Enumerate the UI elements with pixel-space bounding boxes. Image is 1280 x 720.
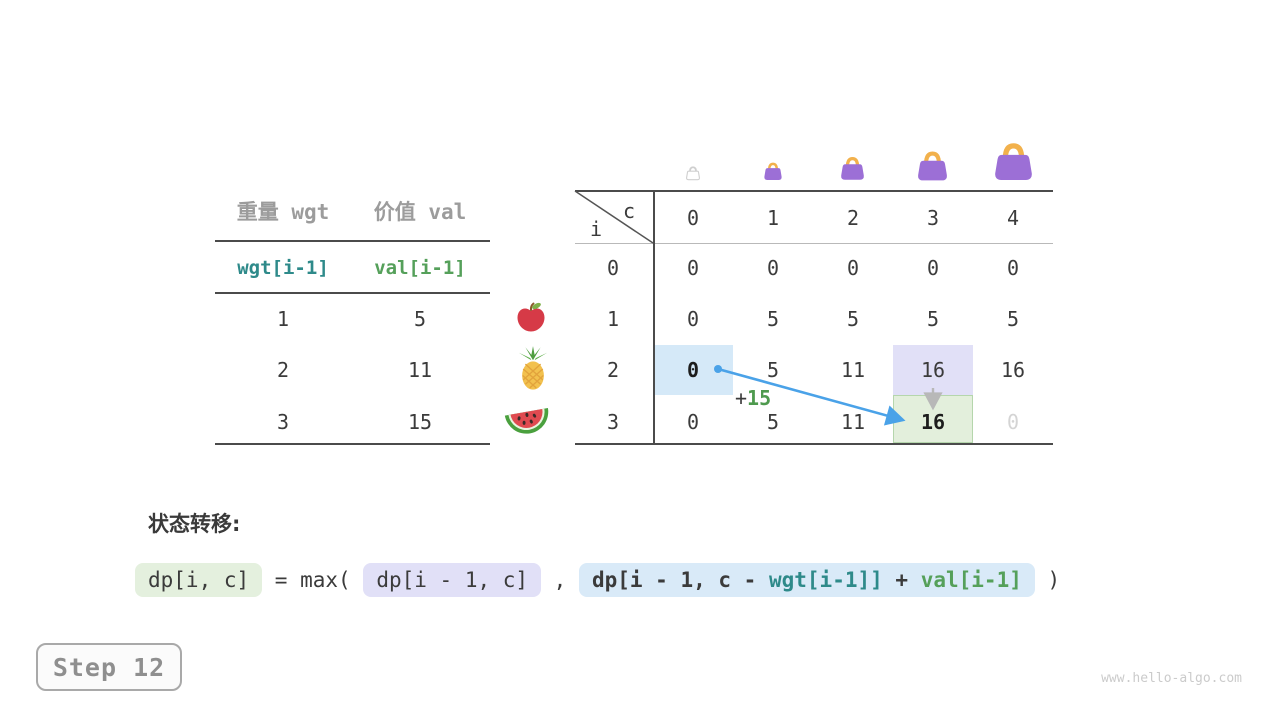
items-table-rule-top xyxy=(215,240,490,242)
bag-xlarge-icon xyxy=(990,140,1037,182)
dp-cell: 0 xyxy=(766,256,780,280)
transition-add-annotation: +15 xyxy=(735,386,771,410)
item-wgt-value: 2 xyxy=(276,358,290,382)
item-wgt-value: 1 xyxy=(276,307,290,331)
items-index-wgt: wgt[i-1] xyxy=(237,257,329,279)
items-col-header-value: 价值 val xyxy=(373,200,467,224)
dp-cell: 0 xyxy=(846,256,860,280)
step-badge: Step 12 xyxy=(36,643,182,691)
dp-corner-col-var: c xyxy=(622,199,636,223)
plus-sign: + xyxy=(735,386,748,410)
dp-col-header: 4 xyxy=(1006,206,1020,230)
dp-row-header: 2 xyxy=(606,358,620,382)
dp-col-header: 3 xyxy=(926,206,940,230)
step-badge-label: Step 12 xyxy=(52,652,166,682)
dp-table-rule-bottom xyxy=(575,443,1053,445)
formula-token-dark: dp[i - 1, c - xyxy=(591,568,769,592)
dp-cell: 5 xyxy=(1006,307,1020,331)
watermelon-icon xyxy=(500,400,555,442)
items-table-rule-mid xyxy=(215,292,490,294)
dp-cell: 0 xyxy=(926,256,940,280)
formula-comma: , xyxy=(541,568,579,592)
dp-cell: 0 xyxy=(686,256,700,280)
dp-cell: 11 xyxy=(840,358,866,382)
formula-arg2-pill: dp[i - 1, c - wgt[i-1]] + val[i-1] xyxy=(578,563,1035,597)
dp-table-rule-top xyxy=(575,190,1053,192)
dp-row-header: 0 xyxy=(606,256,620,280)
bag-empty-icon xyxy=(684,165,702,181)
dp-table: c i 0 1 2 3 4 0 1 2 3 0 0 0 0 0 0 5 5 5 5 0 5 11 16 16 0 5 11 16 0 xyxy=(575,190,1053,445)
dp-row-header: 1 xyxy=(606,307,620,331)
formula-token-teal: wgt[i-1]] xyxy=(768,568,883,592)
dp-cell: 5 xyxy=(926,307,940,331)
items-index-val: val[i-1] xyxy=(374,257,466,279)
formula-eq-max: = max( xyxy=(262,568,364,592)
dp-cell: 16 xyxy=(920,410,946,434)
dp-table-rule-header xyxy=(575,243,1053,244)
formula-token-dark: + xyxy=(882,568,921,592)
dp-cell: 0 xyxy=(1006,410,1020,434)
item-val-value: 15 xyxy=(407,410,433,434)
dp-highlight-source-lavender xyxy=(893,345,973,395)
dp-corner-row-var: i xyxy=(589,217,603,241)
formula-token-green: val[i-1] xyxy=(920,568,1022,592)
dp-cell: 5 xyxy=(766,307,780,331)
watermark: www.hello-algo.com xyxy=(1101,671,1242,686)
formula-lhs-pill: dp[i, c] xyxy=(135,563,263,597)
dp-cell: 16 xyxy=(920,358,946,382)
apple-icon xyxy=(512,300,550,336)
dp-cell: 0 xyxy=(686,410,700,434)
item-val-value: 5 xyxy=(413,307,427,331)
formula-heading: 状态转移: xyxy=(148,512,241,536)
dp-row-header: 3 xyxy=(606,410,620,434)
item-wgt-value: 3 xyxy=(276,410,290,434)
bag-medium-icon xyxy=(838,155,867,181)
state-transition-formula: dp[i, c] = max( dp[i - 1, c] , dp[i - 1,… xyxy=(135,559,1060,601)
bag-small-icon xyxy=(762,161,784,181)
pineapple-icon xyxy=(513,344,553,394)
dp-cell: 0 xyxy=(1006,256,1020,280)
items-col-header-weight: 重量 wgt xyxy=(236,200,330,224)
dp-table-rule-vertical xyxy=(653,190,655,445)
formula-arg1-pill: dp[i - 1, c] xyxy=(363,563,542,597)
dp-col-header: 0 xyxy=(686,206,700,230)
dp-col-header: 1 xyxy=(766,206,780,230)
item-val-value: 11 xyxy=(407,358,433,382)
dp-cell: 16 xyxy=(1000,358,1026,382)
dp-cell: 11 xyxy=(840,410,866,434)
dp-cell: 5 xyxy=(766,410,780,434)
items-table-rule-bottom xyxy=(215,443,490,445)
formula-close-paren: ) xyxy=(1034,568,1061,592)
bag-large-icon xyxy=(914,149,951,182)
dp-col-header: 2 xyxy=(846,206,860,230)
items-table: 重量 wgt 价值 val wgt[i-1] val[i-1] 1 5 2 11 3 15 xyxy=(215,195,490,445)
dp-cell: 5 xyxy=(766,358,780,382)
dp-cell: 0 xyxy=(686,358,700,382)
added-value: 15 xyxy=(747,386,772,410)
dp-cell: 0 xyxy=(686,307,700,331)
dp-cell: 5 xyxy=(846,307,860,331)
